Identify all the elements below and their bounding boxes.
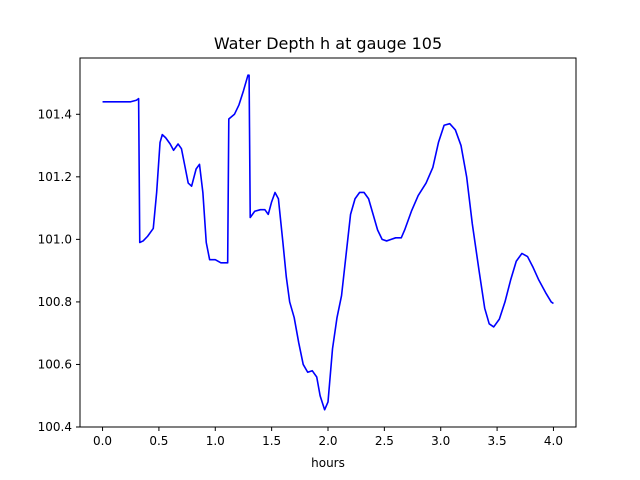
y-tick-label: 101.4 <box>38 107 72 121</box>
x-tick-label: 0.5 <box>149 434 168 448</box>
x-tick-label: 3.0 <box>431 434 450 448</box>
y-tick-label: 100.6 <box>38 357 72 371</box>
y-tick-label: 101.2 <box>38 170 72 184</box>
x-tick-label: 0.0 <box>93 434 112 448</box>
y-tick-label: 100.8 <box>38 295 72 309</box>
x-tick-label: 3.5 <box>488 434 507 448</box>
x-axis-label: hours <box>311 456 345 470</box>
series-layer <box>102 74 554 411</box>
x-tick-label: 4.0 <box>544 434 563 448</box>
chart-title: Water Depth h at gauge 105 <box>214 34 442 53</box>
y-axis: 100.4 100.6 100.8 101.0 101.2 101.4 <box>38 107 80 434</box>
x-axis: 0.0 0.5 1.0 1.5 2.0 2.5 3.0 3.5 4.0 <box>93 427 563 448</box>
y-tick-label: 100.4 <box>38 420 72 434</box>
x-tick-label: 2.0 <box>318 434 337 448</box>
x-tick-label: 1.5 <box>262 434 281 448</box>
x-tick-label: 2.5 <box>375 434 394 448</box>
x-tick-label: 1.0 <box>206 434 225 448</box>
series-line-0 <box>102 74 554 411</box>
y-tick-label: 101.0 <box>38 232 72 246</box>
